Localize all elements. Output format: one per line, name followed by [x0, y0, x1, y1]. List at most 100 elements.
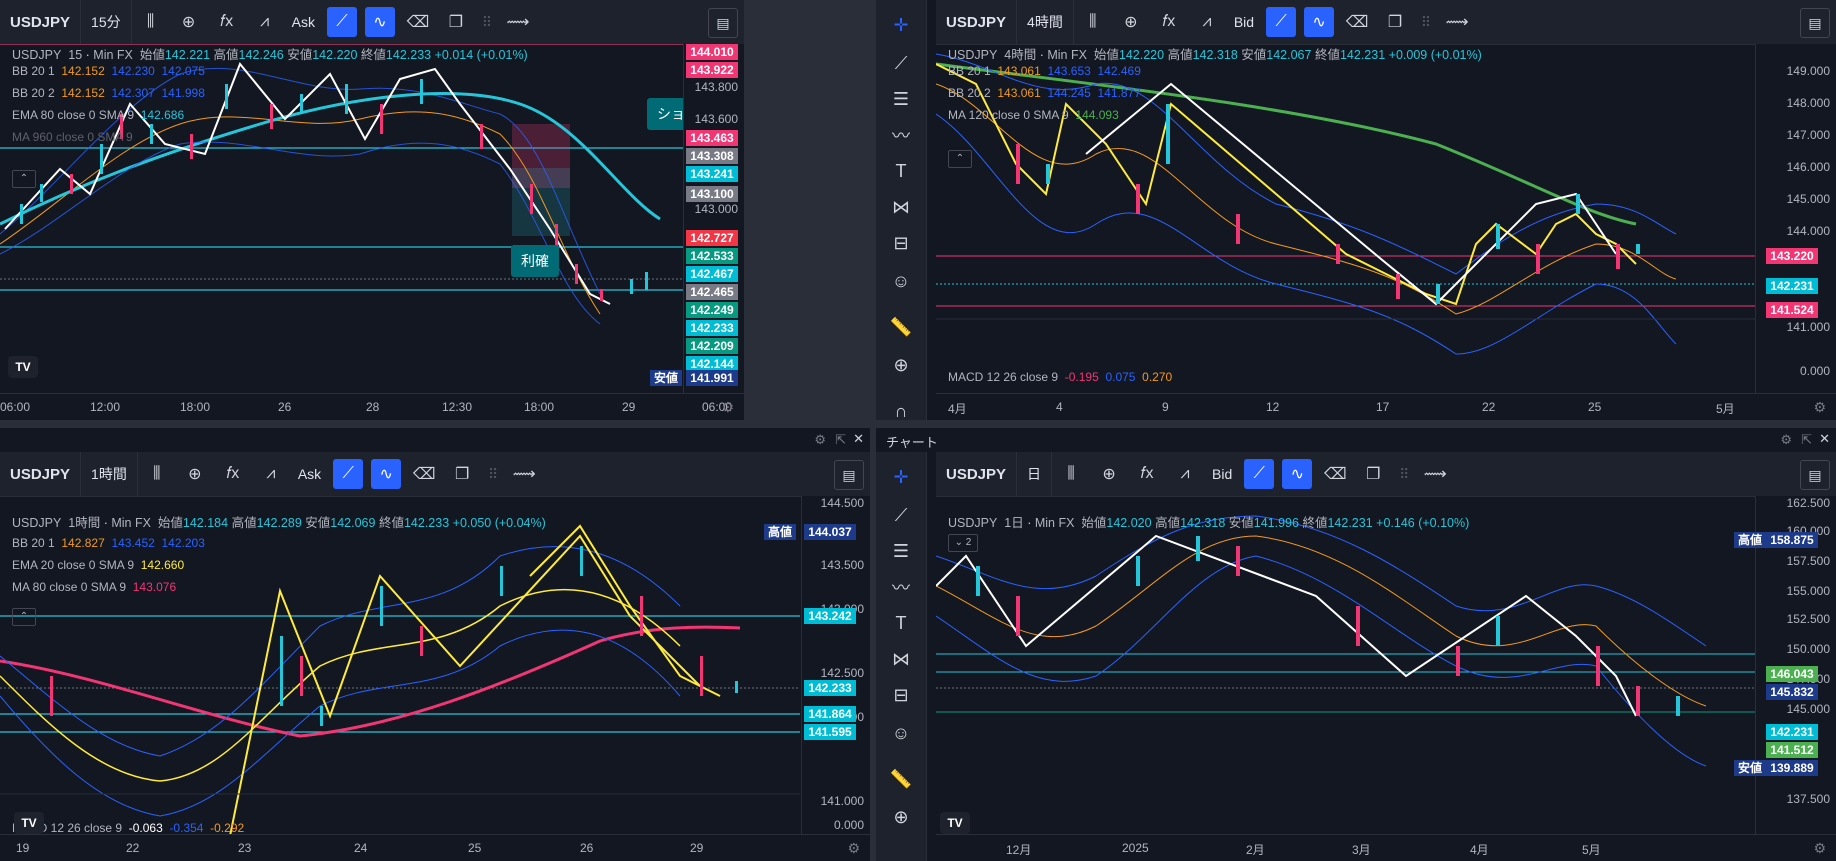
- grip-icon[interactable]: ⠿: [481, 13, 493, 30]
- emoji-icon[interactable]: ☺: [891, 270, 911, 291]
- compare-plus-icon[interactable]: ⊕: [1102, 466, 1116, 483]
- price-side-button[interactable]: Bid: [1212, 466, 1233, 482]
- popout-icon[interactable]: ⇱: [835, 432, 846, 447]
- legend-collapse-button[interactable]: ⌃: [12, 170, 36, 188]
- timeframe-button[interactable]: 1時間: [81, 452, 138, 496]
- chart-pane-4h[interactable]: ✛ ⟋ ☰ 〰 T ⋈ ⊟ ☺ 📏 ⊕ ∩ USDJPY 4時間 ⫼ ⊕ 𝑓x …: [876, 0, 1836, 420]
- compare-plus-icon[interactable]: ⊕: [1124, 14, 1138, 31]
- trend-icon[interactable]: ⟋: [326, 7, 357, 37]
- layers-icon[interactable]: ❐: [1387, 14, 1403, 31]
- price-plot-4h[interactable]: [936, 44, 1756, 358]
- time-axis[interactable]: 19 22 23 24 25 26 29: [0, 834, 870, 861]
- price-axis[interactable]: 149.000 148.000 147.000 146.000 145.000 …: [1755, 44, 1836, 394]
- trendline-icon[interactable]: ⟋: [894, 52, 908, 73]
- layout-icon[interactable]: ▤: [834, 460, 864, 490]
- grip-icon[interactable]: ⠿: [1399, 465, 1410, 482]
- compare-plus-icon[interactable]: ⊕: [181, 14, 196, 31]
- grip-icon[interactable]: ⠿: [1420, 13, 1432, 30]
- eraser-icon[interactable]: ⌫: [1345, 14, 1369, 31]
- replay-icon[interactable]: ⟿: [1423, 466, 1447, 483]
- price-side-button[interactable]: Ask: [297, 466, 322, 482]
- pulse-icon[interactable]: ∿: [1282, 459, 1313, 489]
- zoom-icon[interactable]: ⊕: [893, 806, 909, 827]
- settings-gear-icon[interactable]: ⚙: [1813, 840, 1826, 856]
- indicator-bb2[interactable]: BB 20 2 143.061 144.245 141.877: [948, 86, 1141, 100]
- time-axis[interactable]: 12月 2025 2月 3月 4月 5月: [936, 834, 1836, 861]
- price-plot-15m[interactable]: [0, 44, 684, 358]
- prediction-icon[interactable]: ⊟: [893, 232, 909, 253]
- chart-pane-1h[interactable]: ⚙ ⇱ ✕ USDJPY 1時間 ⫼ ⊕ 𝑓x ⩘ Ask ⟋ ∿ ⌫ ❐ ⠿ …: [0, 428, 870, 861]
- close-icon[interactable]: ✕: [1819, 431, 1830, 446]
- symbol-button[interactable]: USDJPY: [0, 0, 82, 44]
- legend-collapse-button[interactable]: ⌃: [948, 150, 972, 168]
- layout-icon[interactable]: ▤: [1800, 8, 1830, 38]
- indicators-fx-icon[interactable]: 𝑓x: [220, 13, 234, 30]
- prediction-icon[interactable]: ⊟: [893, 684, 909, 705]
- fib-icon[interactable]: ☰: [892, 88, 910, 109]
- fib-icon[interactable]: ☰: [892, 540, 910, 561]
- indicator-ema[interactable]: EMA 20 close 0 SMA 9 142.660: [12, 558, 185, 572]
- text-icon[interactable]: T: [895, 612, 907, 633]
- price-plot-1h[interactable]: [0, 496, 800, 836]
- ruler-icon[interactable]: 📏: [889, 316, 913, 337]
- price-axis[interactable]: 143.800 143.600 143.000 144.010 143.922 …: [683, 44, 744, 394]
- indicator-bb1[interactable]: BB 20 1 142.152 142.230 142.075: [12, 64, 205, 78]
- layers-icon[interactable]: ❐: [1366, 466, 1381, 483]
- pattern-icon[interactable]: ⋈: [892, 648, 910, 669]
- crosshair-icon[interactable]: ✛: [893, 14, 909, 35]
- price-side-button[interactable]: Bid: [1233, 14, 1255, 30]
- legend-collapse-button[interactable]: ⌃: [12, 608, 36, 626]
- eraser-icon[interactable]: ⌫: [406, 14, 430, 31]
- grip-icon[interactable]: ⠿: [488, 465, 499, 482]
- magnet-icon[interactable]: ∩: [894, 400, 908, 421]
- symbol-button[interactable]: USDJPY: [936, 0, 1018, 44]
- replay-icon[interactable]: ⟿: [506, 14, 530, 31]
- text-icon[interactable]: T: [895, 160, 907, 181]
- brush-icon[interactable]: 〰: [892, 578, 910, 598]
- crosshair-icon[interactable]: ✛: [893, 466, 909, 487]
- compare-plus-icon[interactable]: ⊕: [188, 466, 202, 483]
- chart-pane-1d[interactable]: チャート ⚙ ⇱ ✕ ✛ ⟋ ☰ 〰 T ⋈ ⊟ ☺ 📏 ⊕ USDJPY 日 …: [876, 428, 1836, 861]
- timeframe-button[interactable]: 15分: [81, 0, 132, 44]
- layers-icon[interactable]: ❐: [448, 14, 464, 31]
- legend-collapse-button[interactable]: ⌄ 2: [948, 534, 978, 552]
- emoji-icon[interactable]: ☺: [891, 722, 911, 743]
- indicators-fx-icon[interactable]: 𝑓x: [226, 465, 240, 482]
- trendline-icon[interactable]: ⟋: [894, 504, 908, 525]
- close-icon[interactable]: ✕: [853, 431, 864, 446]
- macd-legend[interactable]: MACD 12 26 close 9 -0.195 0.075 0.270: [948, 370, 1173, 384]
- indicator-ma-hidden[interactable]: MA 960 close 0 SMA 9: [12, 130, 133, 144]
- indicator-bb2[interactable]: BB 20 2 142.152 142.307 141.998: [12, 86, 205, 100]
- take-profit-callout[interactable]: 利確: [511, 245, 559, 277]
- replay-icon[interactable]: ⟿: [1445, 14, 1469, 31]
- replay-icon[interactable]: ⟿: [512, 466, 536, 483]
- templates-icon[interactable]: ⩘: [266, 465, 276, 482]
- layout-icon[interactable]: ▤: [1800, 460, 1830, 490]
- brush-icon[interactable]: 〰: [892, 126, 910, 146]
- pulse-icon[interactable]: ∿: [1304, 7, 1335, 37]
- price-plot-1d[interactable]: [936, 496, 1756, 836]
- price-axis[interactable]: 144.500 143.500 143.000 142.500 142.000 …: [801, 496, 870, 835]
- eraser-icon[interactable]: ⌫: [412, 466, 436, 483]
- trend-icon[interactable]: ⟋: [1244, 459, 1275, 489]
- gear-icon[interactable]: ⚙: [1780, 432, 1792, 447]
- symbol-button[interactable]: USDJPY: [936, 452, 1018, 496]
- price-side-button[interactable]: Ask: [291, 14, 315, 30]
- indicator-bb1[interactable]: BB 20 1 143.061 143.653 142.469: [948, 64, 1141, 78]
- symbol-button[interactable]: USDJPY: [0, 452, 82, 496]
- templates-icon[interactable]: ⩘: [1202, 13, 1212, 30]
- pattern-icon[interactable]: ⋈: [892, 196, 910, 217]
- pulse-icon[interactable]: ∿: [364, 7, 395, 37]
- indicators-fx-icon[interactable]: 𝑓x: [1140, 465, 1154, 482]
- trend-icon[interactable]: ⟋: [1266, 7, 1297, 37]
- trend-icon[interactable]: ⟋: [333, 459, 364, 489]
- tradingview-logo[interactable]: TV: [8, 356, 38, 378]
- indicator-ema[interactable]: EMA 80 close 0 SMA 9 142.686: [12, 108, 185, 122]
- candle-style-icon[interactable]: ⫼: [1089, 13, 1097, 30]
- chart-pane-15m[interactable]: USDJPY 15分 ⫼ ⊕ 𝑓x ⩘ Ask ⟋ ∿ ⌫ ❐ ⠿ ⟿ ▤: [0, 0, 744, 420]
- layout-icon[interactable]: ▤: [708, 8, 738, 38]
- layers-icon[interactable]: ❐: [455, 466, 470, 483]
- settings-gear-icon[interactable]: ⚙: [847, 840, 860, 856]
- indicator-ma[interactable]: MA 80 close 0 SMA 9 143.076: [12, 580, 177, 594]
- popout-icon[interactable]: ⇱: [1801, 432, 1812, 447]
